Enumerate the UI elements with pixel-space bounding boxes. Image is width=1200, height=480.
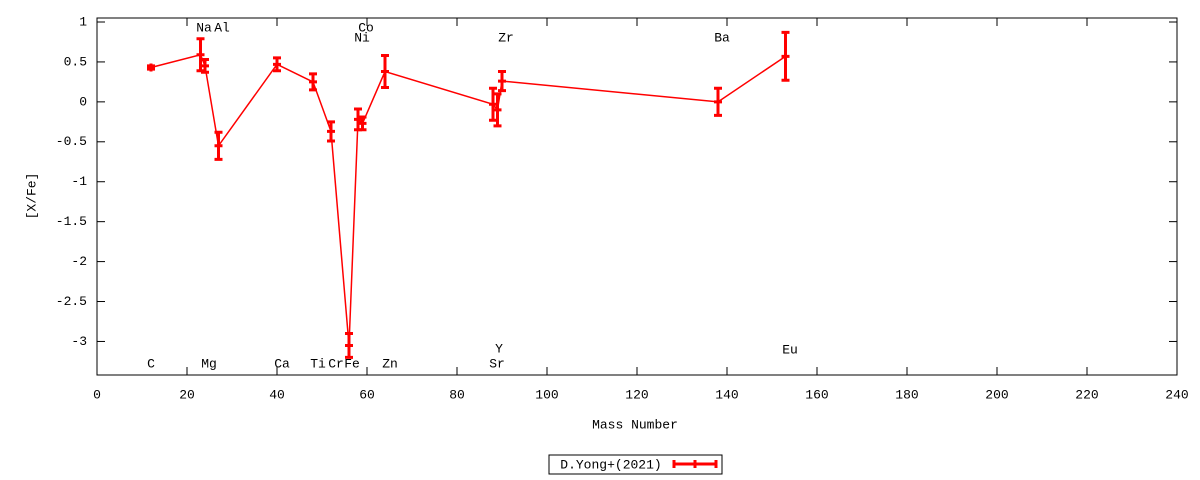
x-tick-label: 200 bbox=[985, 387, 1008, 402]
point bbox=[327, 127, 335, 136]
point bbox=[714, 97, 722, 106]
x-tick-label: 140 bbox=[715, 387, 738, 402]
point bbox=[381, 67, 389, 76]
point bbox=[309, 77, 317, 86]
y-tick-label: 1 bbox=[79, 14, 87, 29]
point bbox=[147, 63, 155, 72]
element-label: Sr bbox=[489, 356, 505, 371]
element-label: Co bbox=[358, 20, 374, 35]
point bbox=[489, 100, 497, 109]
x-axis-label: Mass Number bbox=[592, 417, 678, 432]
x-tick-label: 100 bbox=[535, 387, 558, 402]
legend-swatch bbox=[672, 460, 718, 468]
element-label: Y bbox=[495, 341, 503, 356]
point bbox=[354, 115, 362, 124]
y-tick-label: -3 bbox=[71, 334, 87, 349]
point bbox=[196, 50, 205, 59]
element-label: Zn bbox=[382, 356, 398, 371]
point bbox=[201, 61, 209, 70]
element-label: C bbox=[147, 356, 155, 371]
y-tick-label: -1.5 bbox=[56, 214, 87, 229]
point bbox=[273, 60, 281, 69]
element-label: Fe bbox=[344, 356, 360, 371]
element-label: Eu bbox=[782, 342, 798, 357]
x-tick-label: 240 bbox=[1165, 387, 1188, 402]
element-label: Ca bbox=[274, 356, 290, 371]
y-tick-label: 0 bbox=[79, 94, 87, 109]
point bbox=[214, 141, 223, 150]
y-tick-label: -0.5 bbox=[56, 134, 87, 149]
x-tick-label: 60 bbox=[359, 387, 375, 402]
y-tick-label: -2.5 bbox=[56, 294, 87, 309]
point bbox=[493, 105, 502, 114]
x-tick-label: 80 bbox=[449, 387, 465, 402]
legend-label: D.Yong+(2021) bbox=[560, 457, 661, 472]
y-tick-label: -2 bbox=[71, 254, 87, 269]
point bbox=[781, 52, 790, 61]
y-tick-label: -1 bbox=[71, 174, 87, 189]
y-axis-label: [X/Fe] bbox=[24, 173, 39, 220]
element-label: Ba bbox=[714, 30, 730, 45]
series-line bbox=[150, 53, 786, 346]
element-label: Mg bbox=[201, 356, 217, 371]
element-label: Ni bbox=[354, 30, 370, 45]
point bbox=[345, 341, 353, 350]
element-label: Cr bbox=[328, 356, 344, 371]
x-tick-label: 0 bbox=[93, 387, 101, 402]
legend-box bbox=[548, 454, 723, 475]
x-tick-label: 220 bbox=[1075, 387, 1098, 402]
x-tick-label: 180 bbox=[895, 387, 918, 402]
element-label: Zr bbox=[498, 30, 514, 45]
x-tick-label: 160 bbox=[805, 387, 828, 402]
element-label: Ti bbox=[310, 356, 326, 371]
point bbox=[358, 119, 367, 128]
x-tick-label: 20 bbox=[179, 387, 195, 402]
x-tick-label: 40 bbox=[269, 387, 285, 402]
plot-frame bbox=[96, 17, 1178, 376]
point bbox=[498, 77, 506, 86]
element-label: Al bbox=[214, 20, 230, 35]
x-tick-label: 120 bbox=[625, 387, 648, 402]
element-label: Na bbox=[196, 20, 212, 35]
y-tick-label: 0.5 bbox=[64, 54, 87, 69]
